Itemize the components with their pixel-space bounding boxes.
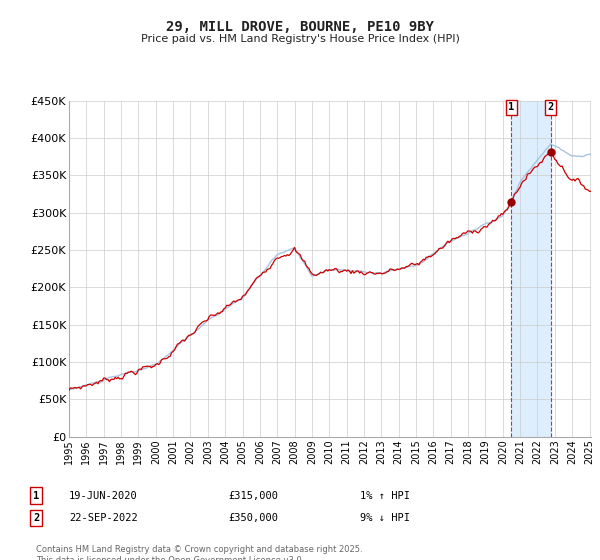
Text: £315,000: £315,000 xyxy=(228,491,278,501)
Text: 1% ↑ HPI: 1% ↑ HPI xyxy=(360,491,410,501)
Text: 29, MILL DROVE, BOURNE, PE10 9BY: 29, MILL DROVE, BOURNE, PE10 9BY xyxy=(166,20,434,34)
Text: Contains HM Land Registry data © Crown copyright and database right 2025.
This d: Contains HM Land Registry data © Crown c… xyxy=(36,545,362,560)
Text: 1: 1 xyxy=(33,491,39,501)
Text: 22-SEP-2022: 22-SEP-2022 xyxy=(69,513,138,523)
Text: 2: 2 xyxy=(33,513,39,523)
Text: 1: 1 xyxy=(508,102,515,113)
Text: 19-JUN-2020: 19-JUN-2020 xyxy=(69,491,138,501)
Text: £350,000: £350,000 xyxy=(228,513,278,523)
Text: Price paid vs. HM Land Registry's House Price Index (HPI): Price paid vs. HM Land Registry's House … xyxy=(140,34,460,44)
Text: 2: 2 xyxy=(547,102,554,113)
Bar xyxy=(511,101,551,437)
Text: 9% ↓ HPI: 9% ↓ HPI xyxy=(360,513,410,523)
